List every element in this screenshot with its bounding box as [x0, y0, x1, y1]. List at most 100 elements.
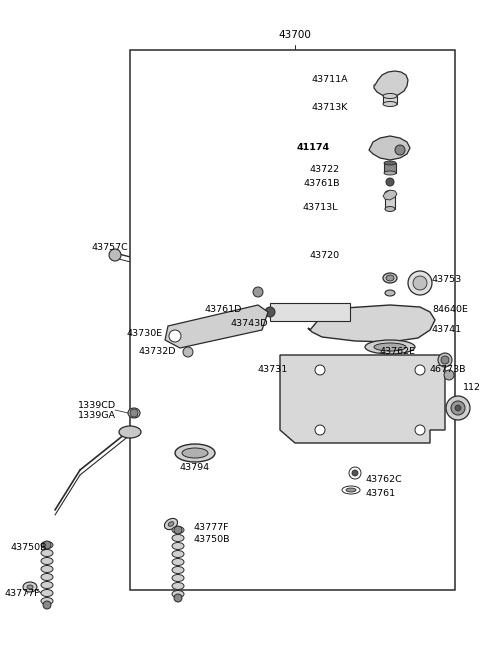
- Text: 43762E: 43762E: [379, 348, 415, 356]
- Ellipse shape: [41, 597, 53, 605]
- Circle shape: [444, 370, 454, 380]
- Text: 43757C: 43757C: [92, 244, 128, 252]
- Circle shape: [415, 365, 425, 375]
- Text: 43762C: 43762C: [365, 476, 402, 485]
- Ellipse shape: [385, 290, 395, 296]
- Ellipse shape: [172, 591, 184, 597]
- Ellipse shape: [41, 574, 53, 580]
- Circle shape: [455, 405, 461, 411]
- Text: 46773B: 46773B: [430, 365, 467, 375]
- Ellipse shape: [385, 191, 395, 195]
- Polygon shape: [369, 136, 410, 160]
- Ellipse shape: [41, 565, 53, 572]
- Polygon shape: [165, 305, 268, 348]
- Ellipse shape: [384, 171, 396, 175]
- Circle shape: [438, 353, 452, 367]
- Ellipse shape: [41, 590, 53, 597]
- Ellipse shape: [41, 582, 53, 588]
- Text: 43794: 43794: [180, 462, 210, 472]
- Text: 43750B: 43750B: [193, 536, 229, 544]
- Circle shape: [441, 356, 449, 364]
- Text: 43732D: 43732D: [139, 348, 176, 356]
- Ellipse shape: [172, 534, 184, 542]
- Ellipse shape: [374, 343, 406, 351]
- Text: 43761: 43761: [365, 489, 395, 498]
- Ellipse shape: [365, 340, 415, 354]
- Polygon shape: [280, 355, 445, 443]
- Text: 43713L: 43713L: [302, 204, 338, 212]
- Circle shape: [130, 409, 138, 417]
- Ellipse shape: [384, 161, 396, 165]
- Ellipse shape: [172, 574, 184, 582]
- Circle shape: [174, 526, 182, 534]
- Text: 43713K: 43713K: [312, 103, 348, 113]
- Ellipse shape: [23, 582, 37, 592]
- Circle shape: [43, 601, 51, 609]
- Ellipse shape: [172, 542, 184, 550]
- Text: 43720: 43720: [310, 252, 340, 261]
- Ellipse shape: [383, 94, 397, 98]
- Ellipse shape: [41, 542, 53, 548]
- Text: 41174: 41174: [297, 143, 330, 153]
- Ellipse shape: [385, 206, 395, 212]
- Text: 43750B: 43750B: [11, 544, 47, 553]
- Ellipse shape: [182, 448, 208, 458]
- Circle shape: [315, 365, 325, 375]
- Ellipse shape: [383, 273, 397, 283]
- Text: 43777F: 43777F: [4, 590, 40, 599]
- Polygon shape: [308, 305, 435, 342]
- Bar: [383, 96, 397, 104]
- Text: 1339GA: 1339GA: [78, 411, 116, 421]
- Circle shape: [408, 271, 432, 295]
- Circle shape: [169, 330, 181, 342]
- Circle shape: [265, 307, 275, 317]
- Circle shape: [415, 425, 425, 435]
- Text: 43761D: 43761D: [204, 305, 242, 314]
- Ellipse shape: [119, 426, 141, 438]
- Ellipse shape: [128, 408, 140, 418]
- Ellipse shape: [27, 585, 33, 589]
- Ellipse shape: [168, 522, 174, 526]
- Circle shape: [43, 541, 51, 549]
- Ellipse shape: [41, 557, 53, 565]
- Text: 1125KG: 1125KG: [463, 383, 480, 392]
- Text: 43741: 43741: [432, 326, 462, 335]
- Circle shape: [395, 145, 405, 155]
- Text: 43711A: 43711A: [312, 75, 348, 84]
- Text: 43700: 43700: [278, 30, 312, 40]
- Ellipse shape: [41, 550, 53, 557]
- Bar: [130, 50, 455, 590]
- Ellipse shape: [172, 527, 184, 534]
- Circle shape: [451, 401, 465, 415]
- Ellipse shape: [386, 275, 394, 281]
- Circle shape: [352, 470, 358, 476]
- Polygon shape: [374, 71, 408, 97]
- Circle shape: [253, 287, 263, 297]
- Ellipse shape: [172, 550, 184, 557]
- Text: 1339CD: 1339CD: [78, 400, 116, 409]
- Circle shape: [183, 347, 193, 357]
- Circle shape: [349, 467, 361, 479]
- Bar: [270, 303, 350, 321]
- Circle shape: [386, 178, 394, 186]
- Text: 43761B: 43761B: [303, 179, 340, 187]
- Text: 43777F: 43777F: [193, 523, 228, 531]
- Circle shape: [413, 276, 427, 290]
- Text: 43731: 43731: [258, 365, 288, 375]
- Text: 43722: 43722: [310, 166, 340, 174]
- Ellipse shape: [172, 559, 184, 565]
- Ellipse shape: [172, 567, 184, 574]
- Bar: [384, 163, 396, 173]
- Ellipse shape: [342, 486, 360, 494]
- Ellipse shape: [383, 102, 397, 107]
- Circle shape: [446, 396, 470, 420]
- Ellipse shape: [175, 444, 215, 462]
- Text: 84640E: 84640E: [432, 305, 468, 314]
- Bar: [385, 193, 395, 209]
- Text: 43730E: 43730E: [127, 329, 163, 339]
- Text: 43743D: 43743D: [230, 318, 268, 328]
- Circle shape: [315, 425, 325, 435]
- Ellipse shape: [172, 582, 184, 590]
- Polygon shape: [383, 190, 397, 200]
- Ellipse shape: [165, 518, 178, 530]
